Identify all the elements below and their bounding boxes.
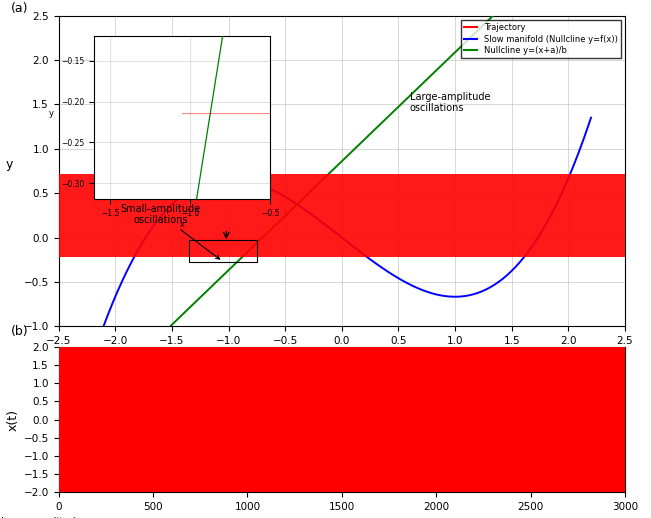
X-axis label: x: x [180,220,185,228]
Bar [189,240,256,263]
Legend: Trajectory, Slow manifold (Nullcline y=f(x)), Nullcline y=(x+a)/b: Trajectory, Slow manifold (Nullcline y=f… [461,20,621,59]
Text: Large-amplitude
oscillations: Large-amplitude oscillations [409,92,490,113]
Text: Small-amplitude
oscillations: Small-amplitude oscillations [120,204,219,259]
X-axis label: t: t [339,517,344,518]
Y-axis label: x(t): x(t) [7,409,20,430]
Text: Large-amplitude
oscillations: Large-amplitude oscillations [1,516,81,518]
Text: (a): (a) [10,3,28,16]
Y-axis label: y: y [49,109,54,118]
Text: (b): (b) [10,325,28,338]
X-axis label: x: x [338,352,346,365]
Y-axis label: y: y [6,158,14,171]
